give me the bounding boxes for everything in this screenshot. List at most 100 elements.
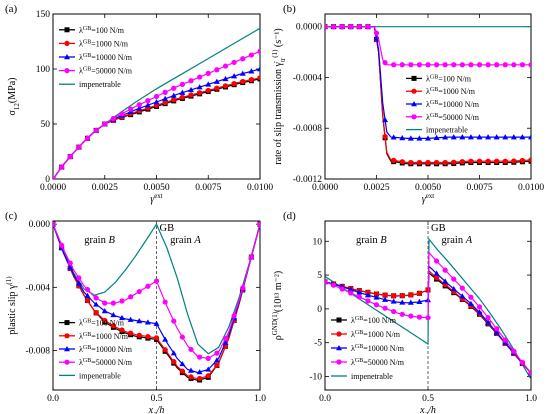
data-point-s1000: [162, 347, 168, 353]
data-point-s1000: [511, 158, 517, 164]
legend-label-prefix: λ: [351, 316, 355, 325]
data-point-s1000: [382, 292, 388, 298]
data-point-s10000: [213, 357, 220, 363]
data-point-s50000: [348, 24, 354, 30]
data-point-s10000: [442, 134, 449, 140]
legend-label-sup: GB: [83, 332, 91, 338]
y-tick-label: -5: [314, 339, 322, 349]
y-axis-title: rate of slip transmission γ̇tr(1) (s⁻¹): [271, 28, 287, 165]
y-tick-label: 0.000: [29, 220, 51, 230]
legend-entry: λGB=50000 N/m: [79, 67, 133, 76]
data-point-s10000: [179, 89, 186, 95]
x-axis-title-sup: ext: [426, 192, 435, 200]
y-tick-label: -0.0004: [293, 73, 323, 83]
y-tick-label: 100: [36, 65, 51, 75]
data-point-s10000: [476, 134, 483, 140]
legend-entry: impenetrable: [426, 126, 468, 135]
data-point-s50000: [408, 62, 414, 68]
data-point-s50000: [511, 348, 517, 354]
data-point-s50000: [162, 299, 168, 305]
data-point-s50000: [325, 24, 328, 30]
y-tick-label: -0.0012: [293, 175, 323, 185]
y-tick-label: 50: [41, 120, 51, 130]
legend-label-suffix: =100 N/m: [91, 26, 125, 35]
data-point-s50000: [502, 62, 508, 68]
data-point-s1000: [433, 275, 440, 281]
legend-label-suffix: =1000 N/m: [91, 332, 129, 341]
data-point-s1000: [459, 159, 465, 165]
legend-label-prefix: impenetrable: [79, 371, 121, 380]
data-point-s1000: [494, 158, 500, 164]
data-point-s50000: [136, 288, 142, 295]
panel-label: (a): [5, 3, 18, 15]
data-point-s50000: [442, 267, 448, 273]
data-point-s10000: [162, 95, 169, 101]
x-axis-title: x2/h: [148, 405, 165, 414]
data-point-s10000: [519, 134, 526, 140]
data-point-s50000: [119, 298, 125, 304]
y-axis-title-main: γ̇: [273, 61, 284, 67]
x-tick-label: 0.0050: [415, 183, 441, 193]
data-point-s1000: [110, 323, 116, 329]
region-right-label: grain A: [442, 235, 473, 246]
legend-swatch-marker: [411, 101, 417, 107]
legend-swatch-marker: [64, 320, 70, 326]
legend-label-suffix: =100 N/m: [363, 316, 397, 325]
y-axis-title-text: plastic slip: [7, 289, 18, 335]
data-point-s50000: [153, 278, 160, 284]
region-left-letter: B: [108, 235, 115, 246]
data-point-s1000: [179, 94, 185, 100]
legend-label-sup: GB: [355, 316, 363, 322]
legend-entry: λGB=10000 N/m: [351, 344, 405, 353]
data-point-s1000: [399, 293, 405, 299]
series-group: [325, 23, 531, 167]
data-point-s10000: [528, 134, 531, 140]
region-left-label: grain B: [356, 235, 387, 246]
data-point-s10000: [390, 134, 397, 140]
data-point-s50000: [110, 300, 116, 306]
data-point-s50000: [197, 74, 203, 80]
legend-entry: λGB=10000 N/m: [426, 100, 480, 109]
data-point-s50000: [179, 81, 185, 87]
data-point-s1000: [205, 373, 211, 379]
data-point-s50000: [171, 85, 177, 91]
legend-entry: λGB=50000 N/m: [426, 113, 480, 122]
data-point-s50000: [145, 283, 151, 289]
data-point-s1000: [391, 293, 397, 299]
data-point-s10000: [493, 134, 500, 140]
x-tick-label: 0.5: [422, 394, 434, 404]
data-point-s1000: [519, 157, 526, 164]
data-point-s50000: [528, 370, 531, 376]
data-point-s50000: [93, 295, 99, 301]
data-point-s10000: [162, 336, 169, 342]
x-axis-title-sub: 2: [425, 411, 429, 414]
y-axis-title-main: ρ: [273, 335, 284, 340]
data-point-s50000: [476, 62, 483, 68]
plot-frame: [324, 13, 532, 180]
data-point-s50000: [93, 127, 99, 134]
data-point-s50000: [399, 311, 405, 317]
data-point-s10000: [485, 319, 492, 325]
data-point-s50000: [373, 302, 380, 308]
data-point-s50000: [248, 52, 254, 58]
series-line-s1000: [53, 77, 260, 179]
legend-entry: impenetrable: [351, 372, 393, 381]
x-axis-title-sub: 2: [153, 411, 157, 414]
data-point-s10000: [110, 311, 117, 318]
data-point-s10000: [347, 286, 354, 292]
data-point-s50000: [102, 300, 108, 306]
legend-label-prefix: λ: [79, 345, 83, 354]
data-point-s50000: [325, 279, 328, 285]
data-point-s50000: [162, 89, 168, 95]
series-group: [325, 237, 531, 380]
panel-c: (c) 0.0 0.5 1.0 0.000 -0.004 -0.008 x2/h plastic…: [5, 210, 266, 414]
data-point-s50000: [485, 314, 491, 321]
data-point-s50000: [408, 313, 414, 319]
data-point-s50000: [459, 285, 465, 291]
legend-entry: λGB=50000 N/m: [79, 358, 133, 367]
data-point-s50000: [433, 62, 440, 68]
legend-swatch-marker: [336, 359, 342, 365]
data-point-s50000: [205, 70, 211, 76]
